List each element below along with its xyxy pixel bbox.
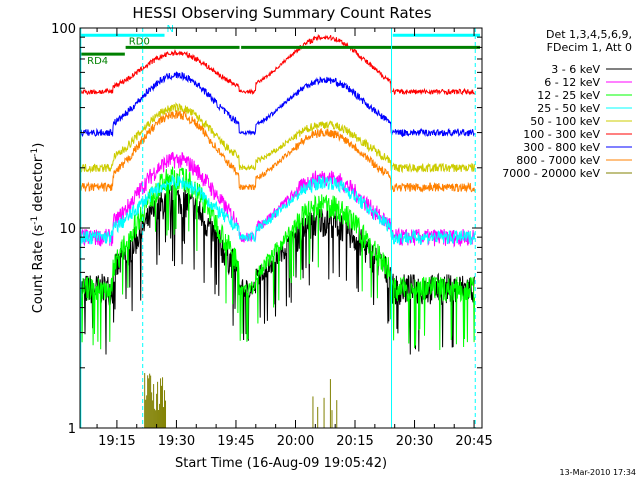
series-layer: [80, 33, 475, 428]
legend-label-1: 6 - 12 keV: [544, 76, 600, 89]
series-8: [144, 373, 338, 428]
legend-label-7: 800 - 7000 keV: [516, 154, 600, 167]
legend-label-4: 50 - 100 keV: [530, 115, 600, 128]
x-tick-label: 19:45: [217, 434, 254, 449]
legend-label-0: 3 - 6 keV: [551, 63, 600, 76]
x-tick-label: 20:15: [336, 434, 373, 449]
y-axis-label-end: ): [31, 143, 46, 148]
series-line-5: [80, 33, 475, 96]
chart-title: HESSI Observing Summary Count Rates: [132, 4, 431, 22]
y-axis-ticks: 1 10 100: [51, 22, 482, 437]
legend-header-1: Det 1,3,4,5,6,9,: [546, 28, 632, 41]
y-axis-label: Count Rate (s-1 detector-1): [30, 143, 46, 314]
y-axis-label-mid: detector: [31, 156, 46, 216]
series-line-6: [80, 71, 475, 138]
y-axis-label-sup1: -1: [30, 216, 40, 225]
legend-label-2: 12 - 25 keV: [537, 89, 600, 102]
flag-layer: N RD0 RD4: [81, 24, 481, 67]
x-axis-ticks: 19:15 19:30 19:45 20:00 20:15 20:30 20:45: [96, 28, 493, 449]
y-tick-label: 1: [68, 422, 76, 437]
flag-label-n: N: [167, 24, 174, 35]
y-axis-label-sup2: -1: [30, 148, 40, 157]
x-axis-label: Start Time (16-Aug-09 19:05:42): [175, 456, 387, 471]
flag-label-rd4: RD4: [87, 56, 108, 67]
legend-label-3: 25 - 50 keV: [537, 102, 600, 115]
y-tick-label: 10: [59, 222, 76, 237]
x-tick-label: 19:15: [98, 434, 135, 449]
series-line-7: [80, 110, 475, 193]
series-line-3: [80, 174, 475, 246]
legend-label-6: 300 - 800 keV: [523, 141, 600, 154]
x-tick-label: 19:30: [158, 434, 195, 449]
timestamp: 13-Mar-2010 17:34: [559, 468, 637, 477]
legend-label-8: 7000 - 20000 keV: [502, 167, 600, 180]
y-tick-label: 100: [51, 22, 76, 37]
series-line-4: [80, 101, 475, 174]
x-tick-label: 20:45: [455, 434, 492, 449]
x-tick-label: 20:30: [396, 434, 433, 449]
legend-label-5: 100 - 300 keV: [523, 128, 600, 141]
flag-label-rd0: RD0: [129, 36, 150, 47]
legend-header-2: FDecim 1, Att 0: [547, 41, 632, 54]
y-axis-label-main: Count Rate (s: [31, 225, 46, 314]
series-line-1: [80, 151, 475, 248]
x-tick-label: 20:00: [277, 434, 314, 449]
